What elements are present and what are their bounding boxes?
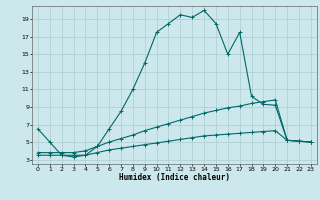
X-axis label: Humidex (Indice chaleur): Humidex (Indice chaleur) — [119, 173, 230, 182]
